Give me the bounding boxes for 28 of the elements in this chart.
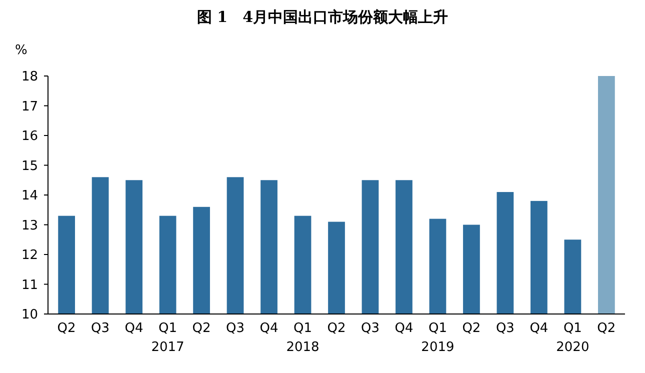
- x-tick-label: Q1 2019: [421, 321, 454, 355]
- x-tick-label: Q3: [360, 321, 380, 336]
- chart-title: 图 1 4月中国出口市场份额大幅上升: [196, 8, 448, 26]
- x-tick-label: Q4: [260, 321, 278, 336]
- x-tick-label: Q2: [192, 321, 211, 336]
- y-tick-label: 13: [21, 218, 38, 234]
- x-tick-label: Q1 2017: [151, 321, 184, 355]
- y-axis-title: %: [15, 43, 28, 58]
- y-tick-label: 15: [21, 158, 38, 174]
- x-tick-label: Q2: [327, 321, 346, 336]
- x-tick-label: Q4: [124, 321, 144, 336]
- y-tick-label: 16: [21, 129, 38, 144]
- x-tick-label: Q1 2018: [286, 321, 320, 355]
- x-tick-label: Q3: [496, 321, 514, 336]
- x-tick-label: Q3: [226, 321, 245, 336]
- y-tick-label: 10: [21, 308, 38, 323]
- x-tick-label: Q1 2020: [556, 321, 590, 355]
- y-tick-label: 17: [21, 99, 38, 114]
- x-tick-label: Q2: [597, 321, 616, 336]
- x-tick-label: Q2: [462, 321, 481, 336]
- x-tick-label: Q2: [57, 321, 76, 336]
- x-tick-label: Q4: [530, 321, 548, 336]
- x-tick-label: Q3: [91, 321, 110, 336]
- y-tick-label: 11: [21, 278, 38, 293]
- x-tick-label: Q4: [394, 321, 414, 336]
- y-tick-label: 18: [21, 70, 38, 85]
- y-tick-label: 14: [21, 188, 38, 204]
- y-tick-label: 12: [21, 248, 38, 264]
